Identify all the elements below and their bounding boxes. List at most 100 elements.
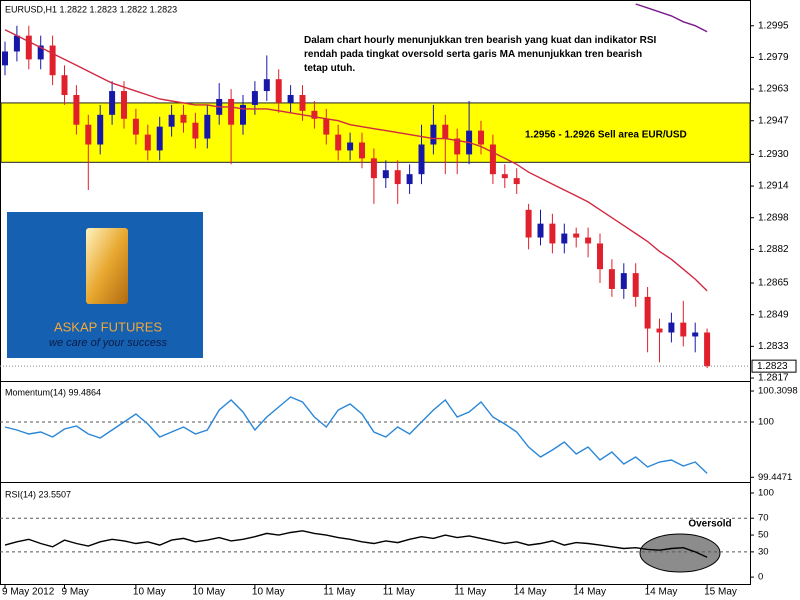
candle-body (585, 237, 592, 244)
x-tick-label: 10 May (133, 587, 166, 598)
x-tick-label: 11 May (383, 587, 415, 598)
candle-body (549, 223, 556, 244)
x-tick-label: 10 May (252, 587, 285, 598)
moving-average (635, 3, 708, 33)
y-tick-label: 1.2865 (758, 278, 789, 289)
y-tick-label: 1.2882 (758, 244, 789, 255)
oversold-label: Oversold (688, 519, 731, 530)
candle-body (561, 233, 568, 244)
annotation: Dalam chart hourly menunjukkan tren bear… (304, 35, 657, 74)
indicator-line (4, 530, 708, 558)
candle-body (13, 35, 20, 52)
y-tick-label: 1.2947 (758, 115, 789, 126)
last-price-box (751, 359, 797, 373)
candle-body (97, 114, 104, 145)
candle-body (442, 124, 449, 139)
x-tick-label: 15 May (704, 587, 737, 598)
y-tick-label: 100.3098 (758, 386, 798, 397)
candle-body (692, 332, 699, 337)
y-tick-label: 1.2833 (758, 341, 789, 352)
x-tick-label: 14 May (573, 587, 606, 598)
candle-body (311, 110, 318, 119)
x-tick-label: 14 May (645, 587, 678, 598)
logo: ASKAP FUTURES we care of your success (7, 212, 203, 358)
y-tick-label: 100 (758, 488, 774, 499)
candle-body (394, 170, 401, 185)
logo-emblem (86, 228, 128, 304)
candle-body (263, 79, 270, 92)
candle-body (347, 142, 354, 151)
x-tick-label: 14 May (514, 587, 547, 598)
candle-body (597, 243, 603, 270)
candle-body (144, 134, 151, 151)
candle-body (73, 95, 80, 125)
y-tick-label: 100 (758, 417, 774, 428)
y-tick-label: 70 (758, 513, 769, 524)
candle-body (501, 174, 508, 179)
x-tick-label: 9 May (62, 587, 89, 598)
y-tick-label: 1.2817 (758, 373, 789, 384)
candle-body (370, 158, 377, 179)
candle-body (2, 51, 8, 66)
y-tick-label: 1.2914 (758, 181, 789, 192)
indicator-line (4, 396, 708, 474)
candle-body (335, 134, 342, 151)
candle-body (704, 332, 711, 367)
y-tick-label: 30 (758, 546, 769, 557)
candle-body (168, 114, 175, 127)
candle-body (132, 118, 139, 135)
candle-body (382, 170, 389, 179)
candle-body (323, 118, 330, 135)
candle-body (430, 124, 437, 145)
candle-body (275, 79, 282, 103)
candle-body (61, 75, 68, 96)
candle-body (156, 126, 163, 151)
y-tick-label: 1.2930 (758, 149, 789, 160)
candle-body (406, 174, 413, 185)
candle-body (644, 296, 651, 329)
y-tick-label: 1.2979 (758, 52, 789, 63)
candle-body (632, 273, 639, 297)
x-tick-label: 11 May (323, 587, 355, 598)
candle-body (656, 328, 663, 333)
y-tick-label: 1.2849 (758, 309, 789, 320)
panel-title: RSI(14) 23.5507 (5, 489, 71, 499)
oversold-ellipse (639, 533, 721, 573)
y-tick-label: 0 (758, 572, 763, 583)
logo-subtitle: we care of your success (49, 337, 167, 349)
candle-body (454, 138, 461, 155)
candle-body (478, 130, 484, 145)
candle-body (121, 91, 127, 119)
candle-body (299, 95, 306, 111)
candle-body (537, 223, 544, 238)
candle-body (418, 144, 425, 175)
candle-body (109, 91, 116, 115)
x-tick-label: 10 May (192, 587, 225, 598)
candle-body (240, 104, 246, 125)
y-tick-label: 1.2995 (758, 20, 789, 31)
candle-body (513, 178, 520, 185)
candle-body (85, 124, 92, 145)
candle-body (180, 114, 187, 123)
band-label: 1.2956 - 1.2926 Sell area EUR/USD (525, 129, 687, 140)
y-tick-label: 99.4471 (758, 472, 792, 483)
moving-average (4, 29, 708, 292)
last-price-label: 1.2823 (757, 361, 788, 372)
chart-title: EURUSD,H1 1.2822 1.2823 1.2822 1.2823 (5, 4, 177, 14)
candle-body (573, 233, 580, 238)
candle-body (608, 269, 615, 289)
candle-body (620, 273, 627, 289)
candle-body (204, 114, 211, 139)
panel-title: Momentum(14) 99.4864 (5, 387, 101, 397)
candle-body (251, 91, 258, 105)
candle-body (25, 35, 32, 60)
y-tick-label: 50 (758, 530, 769, 541)
candle-body (49, 45, 56, 76)
candle-body (359, 142, 365, 159)
candle-body (287, 95, 294, 103)
candle-body (680, 322, 687, 337)
y-tick-label: 1.2963 (758, 84, 789, 95)
candle-body (37, 45, 44, 60)
